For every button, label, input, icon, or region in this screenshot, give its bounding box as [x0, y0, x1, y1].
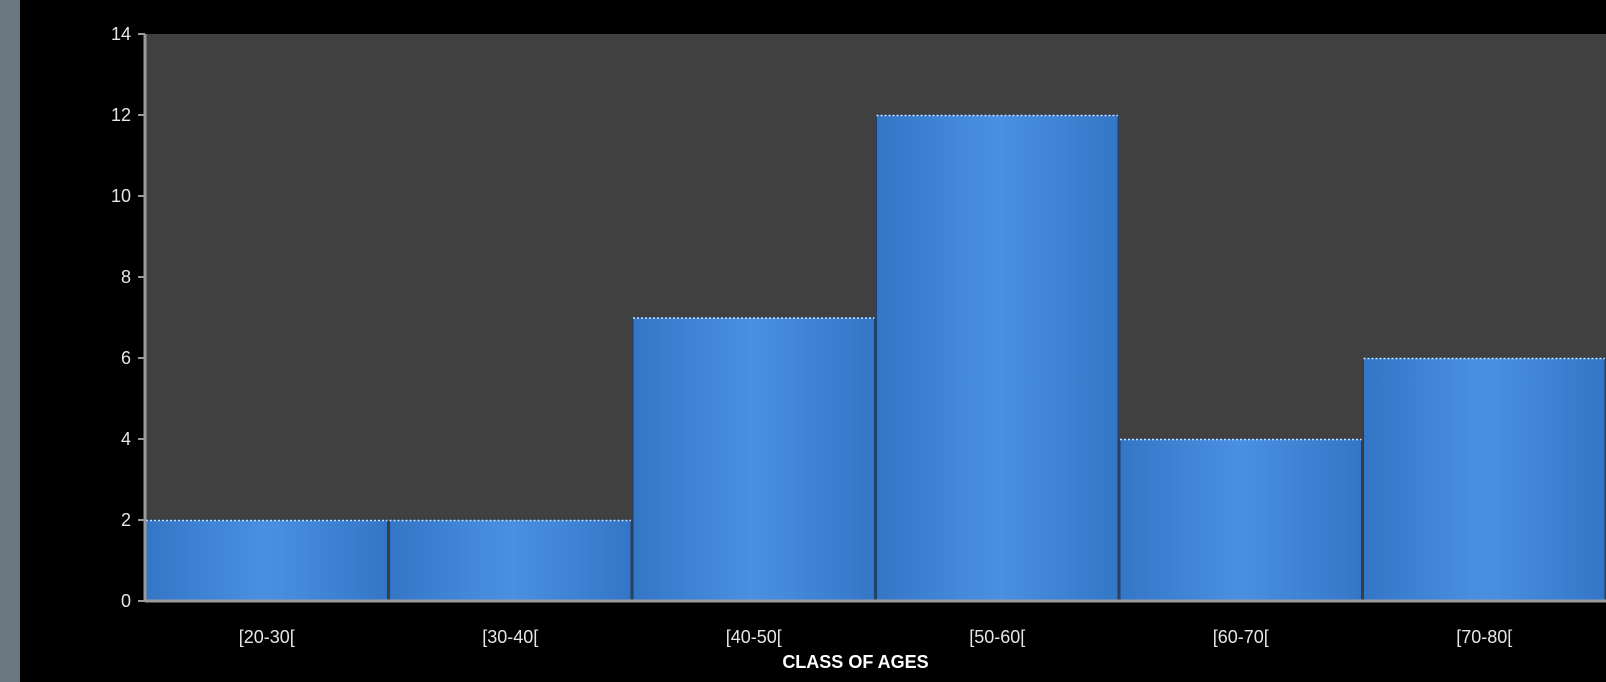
left-edge-strip [0, 0, 20, 682]
bar-3 [632, 317, 875, 602]
x-tick-label: [20-30[ [239, 627, 295, 647]
bar-6 [1363, 357, 1606, 602]
x-tick-label: [50-60[ [969, 627, 1025, 647]
x-tick-label: [30-40[ [482, 627, 538, 647]
y-tick-label: 2 [121, 510, 131, 530]
bar-5 [1119, 438, 1362, 602]
x-axis-title: CLASS OF AGES [782, 652, 928, 672]
x-axis: [20-30[ [30-40[ [40-50[ [50-60[ [60-70[ [70-8… [145, 599, 1606, 647]
y-axis: 0 2 4 6 8 10 12 14 [111, 24, 147, 611]
y-tick-label: 0 [121, 591, 131, 611]
y-tick-label: 6 [121, 348, 131, 368]
bar-4 [876, 114, 1119, 602]
y-tick-label: 10 [111, 186, 131, 206]
x-tick-label: [40-50[ [726, 627, 782, 647]
y-tick-label: 4 [121, 429, 131, 449]
y-tick-label: 14 [111, 24, 131, 44]
x-tick-label: [60-70[ [1213, 627, 1269, 647]
bar-group [145, 114, 1606, 602]
bar-1 [145, 519, 388, 602]
plot-area [145, 34, 1606, 601]
y-tick-label: 8 [121, 267, 131, 287]
y-tick-label: 12 [111, 105, 131, 125]
bar-2 [389, 519, 632, 602]
x-tick-label: [70-80[ [1456, 627, 1512, 647]
